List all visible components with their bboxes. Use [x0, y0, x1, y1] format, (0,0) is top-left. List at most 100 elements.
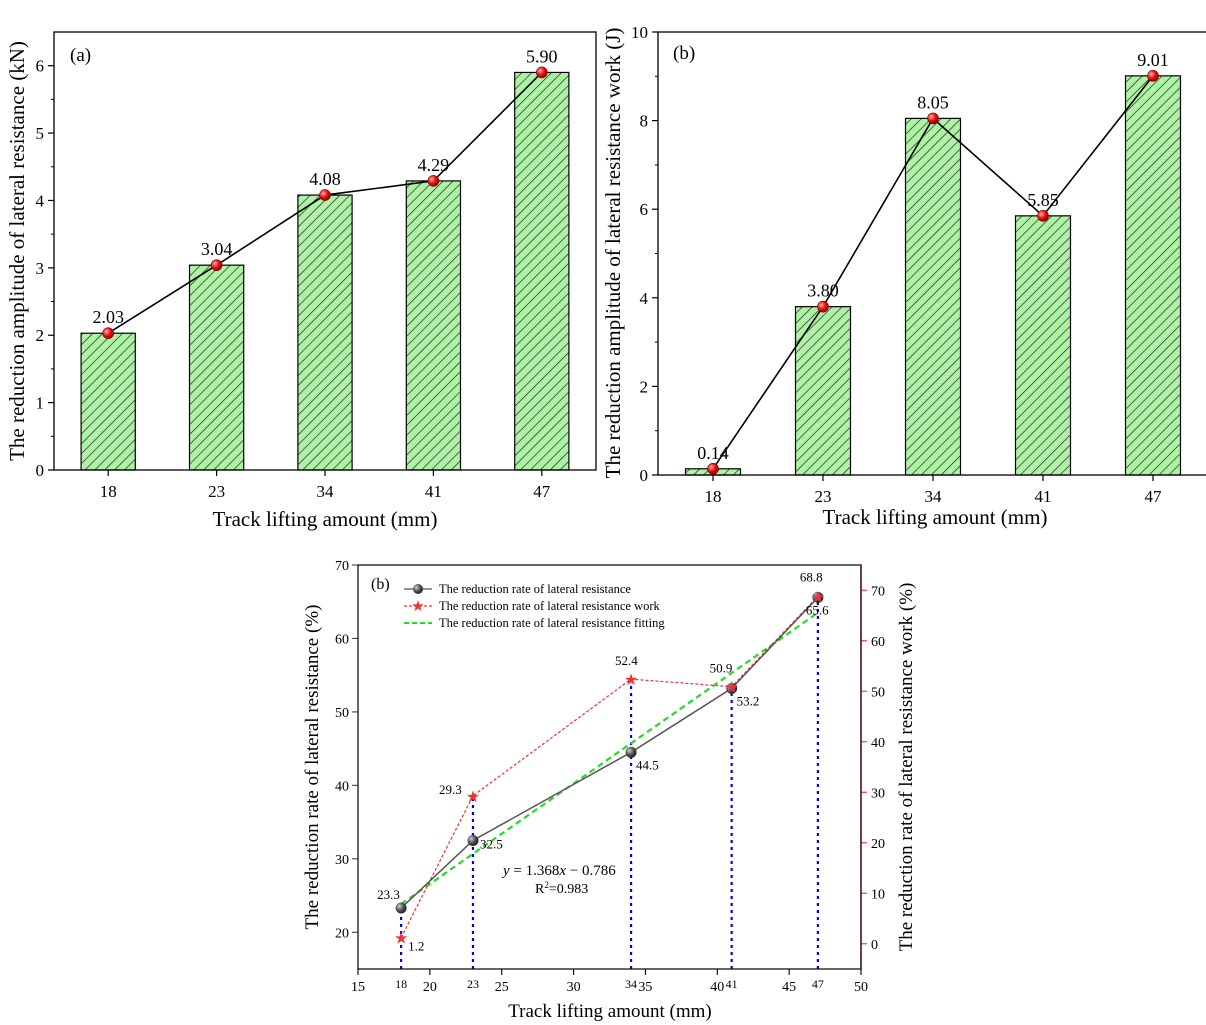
y-tick-label: 0 [640, 466, 649, 485]
series-resistance-value: 53.2 [737, 693, 760, 708]
x-tick-label: 18 [705, 487, 722, 506]
y-tick-label: 0 [36, 461, 45, 480]
chart-a-x-axis-label: Track lifting amount (mm) [213, 507, 438, 531]
bar-34 [904, 117, 962, 476]
series-work-marker: ★ [724, 680, 738, 697]
bar-value-label: 2.03 [92, 307, 124, 327]
y-tick-label: 8 [640, 112, 649, 131]
series-resistance-value: 65.6 [806, 602, 829, 617]
data-point-marker [319, 189, 331, 201]
bar-23 [188, 264, 245, 471]
series-resistance-marker [625, 746, 637, 758]
chart-c-left-y-axis-label: The reduction rate of lateral resistance… [302, 605, 323, 930]
y-tick-label: 3 [36, 259, 45, 278]
series-resistance-marker [395, 902, 407, 914]
left-y-tick-label: 40 [335, 779, 349, 794]
series-work-value: 1.2 [408, 939, 424, 954]
chart-a-frame [53, 31, 597, 471]
x-reference-label: 34 [625, 977, 637, 991]
data-point-marker [707, 462, 719, 475]
bar-41 [1014, 215, 1072, 476]
series-resistance-marker [812, 591, 824, 603]
y-tick-label: 1 [36, 394, 45, 413]
x-tick-label: 23 [815, 487, 832, 506]
chart-b-x-axis-label: Track lifting amount (mm) [823, 505, 1048, 529]
left-y-tick-label: 50 [335, 706, 349, 721]
series-work-value: 52.4 [615, 653, 638, 668]
bar-18 [80, 332, 136, 471]
bar-23 [794, 306, 852, 476]
chart-b-panel-label: (b) [673, 43, 695, 64]
bar-41 [405, 180, 462, 471]
legend-series-2-name: The reduction rate of lateral resistance… [439, 599, 660, 613]
y-tick-label: 4 [640, 289, 649, 308]
y-tick-label: 2 [36, 326, 45, 345]
x-reference-label: 41 [726, 977, 738, 991]
right-y-tick-label: 40 [871, 736, 885, 751]
y-tick-label: 5 [36, 124, 45, 143]
series-work-marker: ★ [811, 589, 825, 606]
chart-c-right-y-axis-label: The reduction rate of lateral resistance… [896, 583, 917, 952]
x-tick-label: 15 [351, 980, 365, 995]
x-reference-label: 18 [395, 977, 407, 991]
x-tick-label: 34 [317, 482, 335, 501]
data-point-marker [102, 327, 114, 340]
right-y-tick-label: 60 [871, 635, 885, 650]
data-point-marker [1147, 70, 1159, 82]
bar-value-label: 5.85 [1027, 190, 1059, 210]
series-work-marker: ★ [394, 931, 408, 948]
x-reference-label: 23 [467, 977, 479, 991]
x-tick-label: 34 [925, 487, 943, 506]
x-tick-label: 47 [1145, 487, 1163, 506]
x-tick-label: 30 [567, 980, 581, 995]
x-tick-label: 45 [782, 980, 796, 995]
left-y-tick-label: 60 [335, 632, 349, 647]
fit-equation: y = 1.368x − 0.786 [501, 863, 616, 879]
x-tick-label: 35 [638, 980, 652, 995]
bar-34 [297, 194, 353, 471]
chart-b-frame [657, 31, 1206, 476]
x-tick-label: 41 [425, 482, 442, 501]
chart-a-panel-label: (a) [70, 45, 91, 66]
bar-value-label: 4.29 [418, 155, 450, 175]
right-y-tick-label: 0 [871, 938, 878, 953]
data-point-marker [427, 175, 440, 187]
y-tick-label: 2 [640, 377, 649, 396]
series-resistance-value: 32.5 [480, 836, 503, 851]
right-y-tick-label: 30 [871, 786, 885, 801]
right-y-tick-label: 20 [871, 837, 885, 852]
right-y-tick-label: 50 [871, 685, 885, 700]
right-y-tick-label: 10 [871, 887, 885, 902]
data-point-marker [817, 300, 829, 313]
legend-grey-marker [413, 584, 423, 594]
x-tick-label: 41 [1035, 487, 1052, 506]
left-y-tick-label: 30 [335, 853, 349, 868]
legend-star-marker: ★ [411, 599, 424, 615]
data-point-marker [535, 66, 548, 79]
legend-series-1-name: The reduction rate of lateral resistance [439, 582, 631, 596]
chart-c-panel-label: (b) [371, 576, 390, 593]
x-tick-label: 47 [533, 482, 551, 501]
y-tick-label: 6 [36, 57, 45, 76]
data-point-marker [210, 259, 223, 271]
x-tick-label: 25 [495, 980, 509, 995]
bar-value-label: 3.04 [201, 239, 233, 259]
x-tick-label: 40 [710, 980, 724, 995]
y-tick-label: 10 [631, 23, 648, 42]
series-resistance-marker [726, 682, 738, 694]
chart-c: ★ ★ ★ ★ ★ 18 23 34 41 47 23.3 32.5 44.5 53.2 65.6 1.2 2… [302, 559, 917, 1022]
bar-value-label: 9.01 [1137, 50, 1169, 70]
chart-a-y-axis-label: The reduction amplitude of lateral resis… [5, 41, 29, 461]
fit-line [400, 611, 819, 905]
x-tick-label: 18 [100, 482, 117, 501]
data-point-marker [1037, 210, 1049, 222]
series-work-value: 68.8 [800, 569, 823, 584]
series-work-value: 29.3 [439, 782, 462, 797]
fit-r-squared: R2=0.983 [535, 880, 588, 897]
series-work-line [400, 595, 819, 938]
series-work-marker: ★ [466, 789, 480, 806]
series-resistance-marker [467, 834, 479, 846]
series-resistance-value: 44.5 [636, 757, 659, 772]
